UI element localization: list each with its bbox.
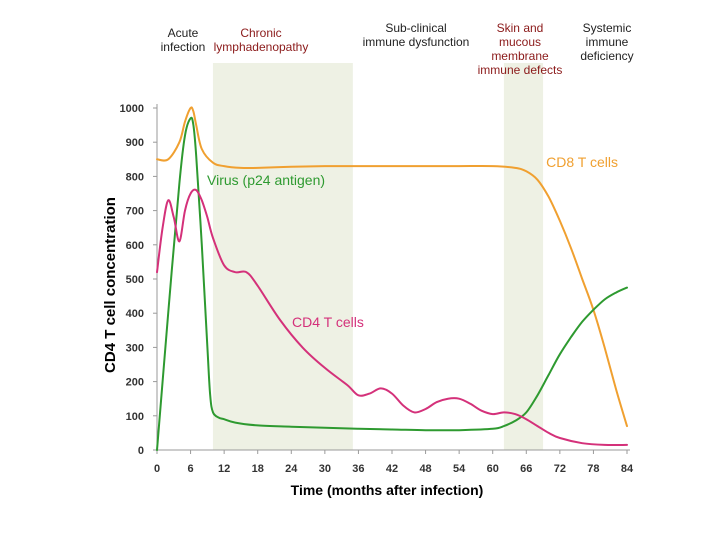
phase-label-4: Systemic immune deficiency <box>580 21 633 63</box>
y-tick-label: 1000 <box>120 103 144 115</box>
y-tick-label: 200 <box>126 377 144 389</box>
x-tick-labels: 0 6 12 18 24 30 36 42 48 54 60 66 72 78 84 <box>154 463 634 475</box>
x-tick-label: 12 <box>218 463 230 475</box>
phase-label-line: Chronic <box>240 26 281 40</box>
x-tick-label: 54 <box>453 463 466 475</box>
phase-band-3 <box>503 63 544 450</box>
series-virus-line <box>156 116 628 451</box>
y-tick-label: 900 <box>126 137 144 149</box>
x-tick-label: 42 <box>386 463 398 475</box>
series-label-cd4-line: CD4 T cells <box>292 314 364 330</box>
x-tick-label: 0 <box>154 463 160 475</box>
y-tick-label: 0 <box>138 445 144 457</box>
x-tick-label: 18 <box>252 463 264 475</box>
phase-label-line: Acute <box>168 26 199 40</box>
axes <box>153 104 630 454</box>
y-tick-label: 500 <box>126 274 144 286</box>
x-tick-label: 48 <box>419 463 431 475</box>
y-tick-label: 300 <box>126 342 144 354</box>
phase-label-line: infection <box>161 40 206 54</box>
phase-label-line: lymphadenopathy <box>214 40 309 54</box>
x-tick-label: 6 <box>188 463 194 475</box>
y-tick-label: 100 <box>126 411 144 423</box>
phase-labels: Acute infection Chronic lymphadenopathy Sub-… <box>161 21 634 77</box>
series-label-cd8-line: CD8 T cells <box>546 154 618 170</box>
series-cd8-line <box>156 106 628 428</box>
phase-label-line: immune <box>586 35 629 49</box>
phase-label-0: Acute infection <box>161 26 206 54</box>
phase-label-line: immune defects <box>478 63 563 77</box>
x-tick-label: 24 <box>285 463 298 475</box>
phase-label-line: Skin and <box>497 21 544 35</box>
phase-label-3: Skin and mucous membrane immune defects <box>478 21 563 77</box>
x-tick-label: 30 <box>319 463 331 475</box>
phase-label-line: immune dysfunction <box>363 35 470 49</box>
phase-label-line: deficiency <box>580 49 633 63</box>
y-tick-label: 600 <box>126 240 144 252</box>
y-axis-title: CD4 T cell concentration <box>102 197 119 373</box>
phase-label-2: Sub-clinical immune dysfunction <box>363 21 470 49</box>
x-axis-title: Time (months after infection) <box>291 482 484 498</box>
x-tick-label: 36 <box>352 463 364 475</box>
series-cd4-line <box>156 188 628 447</box>
x-tick-label: 66 <box>520 463 532 475</box>
y-tick-labels: 0 100 200 300 400 500 600 700 800 900 1000 <box>120 103 144 457</box>
phase-label-line: mucous <box>499 35 541 49</box>
series-lines <box>156 106 628 451</box>
x-tick-label: 60 <box>487 463 499 475</box>
phase-label-line: Systemic <box>583 21 632 35</box>
phase-label-1: Chronic lymphadenopathy <box>214 26 309 54</box>
x-tick-label: 72 <box>554 463 566 475</box>
y-tick-label: 400 <box>126 308 144 320</box>
y-tick-label: 800 <box>126 171 144 183</box>
x-tick-label: 84 <box>621 463 634 475</box>
phase-band-1 <box>212 63 353 450</box>
x-tick-label: 78 <box>587 463 599 475</box>
y-tick-label: 700 <box>126 206 144 218</box>
phase-bands <box>212 63 544 450</box>
series-label-virus-line: Virus (p24 antigen) <box>207 172 325 188</box>
phase-label-line: membrane <box>491 49 549 63</box>
series-labels: CD8 T cells Virus (p24 antigen) CD4 T cell… <box>207 154 618 330</box>
phase-label-line: Sub-clinical <box>385 21 446 35</box>
